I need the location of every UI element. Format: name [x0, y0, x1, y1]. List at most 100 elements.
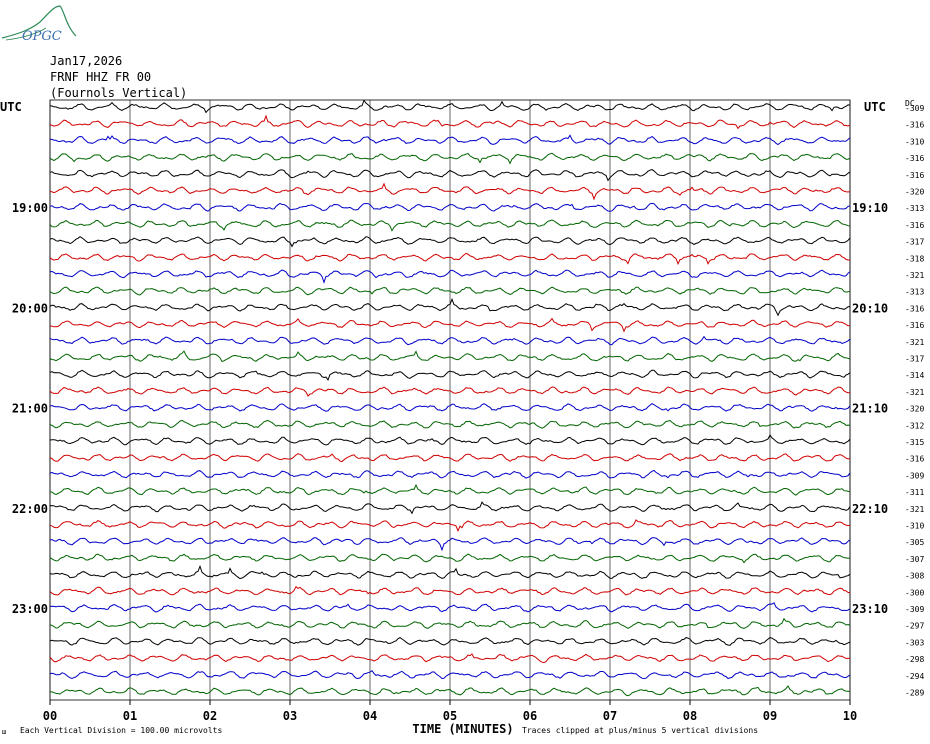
seismic-trace [49, 317, 851, 333]
seismic-trace [49, 419, 851, 429]
dc-offset-value: -303 [905, 638, 924, 647]
x-tick-label: 01 [123, 709, 137, 723]
dc-offset-value: -320 [905, 405, 924, 414]
x-tick-label: 06 [523, 709, 537, 723]
dc-offset-value: -316 [905, 455, 924, 464]
seismic-trace [49, 369, 851, 381]
chart-date: Jan17,2026 [50, 54, 123, 68]
left-utc-label: UTC [0, 100, 22, 114]
dc-offset-value: -316 [905, 171, 924, 180]
left-time-label: 20:00 [12, 301, 48, 315]
dc-label: DC [905, 99, 915, 108]
seismic-trace [49, 252, 850, 266]
seismic-trace [49, 386, 851, 397]
dc-offset-value: -316 [905, 304, 924, 313]
seismic-trace [49, 501, 851, 515]
footer-mark: ш [2, 728, 6, 736]
x-tick-label: 02 [203, 709, 217, 723]
seismic-trace [49, 182, 851, 201]
x-tick-label: 08 [683, 709, 697, 723]
x-tick-label: 03 [283, 709, 297, 723]
dc-offset-value: -297 [905, 622, 924, 631]
seismic-trace [50, 134, 851, 146]
seismic-trace [49, 519, 850, 533]
seismic-trace [49, 403, 851, 412]
time-grid [49, 99, 851, 705]
dc-offset-value: -321 [905, 338, 924, 347]
seismic-traces [49, 99, 851, 697]
dc-offset-value: -289 [905, 689, 924, 698]
clip-note: Traces clipped at plus/minus 5 vertical … [522, 726, 758, 735]
seismic-trace [49, 469, 851, 479]
dc-offset-value: -305 [905, 538, 924, 547]
svg-text:OPGC: OPGC [22, 29, 62, 44]
dc-offset-value: -312 [905, 421, 924, 430]
left-time-label: 19:00 [12, 201, 48, 215]
seismic-trace [49, 484, 851, 496]
dc-offset-value: -298 [905, 655, 924, 664]
seismic-trace [49, 269, 851, 284]
seismic-trace [49, 564, 851, 580]
dc-offset-value: -321 [905, 271, 924, 280]
dc-offset-value: -309 [905, 471, 924, 480]
opgc-logo: OPGC [1, 5, 77, 44]
dc-offset-value: -316 [905, 221, 924, 230]
x-tick-label: 04 [363, 709, 377, 723]
dc-offset-value: -308 [905, 572, 924, 581]
dc-offset-value: -307 [905, 555, 924, 564]
dc-offset-value: -317 [905, 355, 924, 364]
seismic-trace [49, 670, 851, 680]
seismic-trace [49, 297, 851, 317]
seismic-trace [49, 553, 851, 564]
right-time-label: 20:10 [852, 301, 888, 315]
left-time-label: 23:00 [12, 602, 48, 616]
dc-offset-value: -311 [905, 488, 924, 497]
right-utc-label: UTC [864, 100, 886, 114]
seismic-trace [49, 236, 851, 248]
x-tick-label: 00 [43, 709, 57, 723]
station-code: FRNF HHZ FR 00 [50, 70, 152, 84]
x-tick-label: 09 [763, 709, 777, 723]
seismic-trace [49, 286, 851, 296]
seismic-trace [49, 617, 851, 629]
seismic-trace [49, 653, 851, 664]
seismic-trace [49, 537, 851, 552]
scale-note: Each Vertical Division = 100.00 microvol… [20, 726, 222, 735]
x-tick-label: 07 [603, 709, 617, 723]
x-tick-label: 10 [843, 709, 857, 723]
seismic-trace [49, 585, 851, 596]
dc-offset-value: -321 [905, 388, 924, 397]
seismic-trace [49, 335, 851, 346]
seismic-trace [49, 219, 851, 232]
right-time-label: 22:10 [852, 502, 888, 516]
dc-offset-value: -310 [905, 137, 924, 146]
right-time-label: 23:10 [852, 602, 888, 616]
dc-offset-value: -313 [905, 204, 924, 213]
dc-offset-value: -315 [905, 438, 924, 447]
dc-offset-value: -309 [905, 104, 924, 113]
station-location: (Fournols Vertical) [50, 86, 188, 100]
left-time-label: 21:00 [12, 402, 48, 416]
dc-offset-value: -310 [905, 522, 924, 531]
seismic-trace [49, 169, 851, 182]
seismic-trace [49, 99, 851, 114]
dc-offset-value: -313 [905, 288, 924, 297]
dc-offset-value: -300 [905, 588, 924, 597]
right-time-label: 21:10 [852, 402, 888, 416]
seismic-trace [49, 350, 851, 363]
dc-offset-value: -316 [905, 321, 924, 330]
dc-offset-value: -318 [905, 254, 924, 263]
seismic-trace [49, 453, 851, 463]
seismic-trace [49, 637, 851, 646]
x-axis-title: TIME (MINUTES) [412, 722, 513, 736]
dc-offset-value: -294 [905, 672, 924, 681]
left-time-label: 22:00 [12, 502, 48, 516]
dc-offset-value: -309 [905, 605, 924, 614]
dc-offset-value: -314 [905, 371, 924, 380]
seismic-trace [49, 602, 851, 613]
dc-offset-value: -317 [905, 238, 924, 247]
dc-offset-value: -320 [905, 188, 924, 197]
dc-offset-value: -316 [905, 154, 924, 163]
dc-offset-value: -316 [905, 121, 924, 130]
